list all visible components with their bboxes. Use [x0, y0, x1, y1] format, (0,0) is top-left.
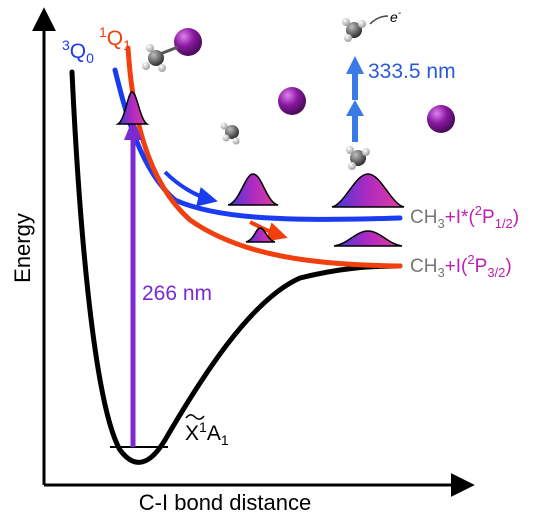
- q1-state-label: 1Q1: [99, 24, 131, 53]
- probe-arrow-head-upper: [346, 56, 364, 74]
- channel-lower-label: CH3+I(2P3/2): [410, 252, 512, 280]
- svg-text:X1A1: X1A1: [185, 419, 229, 448]
- channel-upper-label: CH3+I*(2P1/2): [410, 203, 519, 231]
- probe-wavelength-label: 333.5 nm: [368, 60, 456, 83]
- ch3-ion-ionized: [342, 15, 389, 42]
- q0-state-label: 3Q0: [62, 37, 94, 66]
- wavepacket-upper-mid: [227, 173, 279, 206]
- wavepacket-franck-condon: [115, 91, 150, 125]
- ch3i-molecule-initial: [142, 28, 202, 72]
- ch3-i-separated: [346, 105, 455, 170]
- q1-path-arrow: [249, 220, 288, 242]
- q0-path-arrow: [163, 170, 218, 207]
- ground-state-label: X1A1: [185, 414, 229, 448]
- electron-label: e-: [390, 8, 402, 25]
- y-axis-label: Energy: [10, 213, 35, 283]
- wavepacket-lower-far: [333, 230, 403, 247]
- wavepacket-upper-far: [331, 173, 405, 208]
- ch3-i-dissociating: [220, 87, 306, 145]
- pump-wavelength-label: 266 nm: [142, 282, 212, 305]
- pump-arrow-head: [124, 118, 142, 140]
- ground-state-curve: [69, 69, 403, 465]
- x-axis-label: C-I bond distance: [139, 490, 311, 515]
- wavepacket-lower-mid: [245, 227, 276, 243]
- probe-arrow-head-lower: [346, 100, 364, 116]
